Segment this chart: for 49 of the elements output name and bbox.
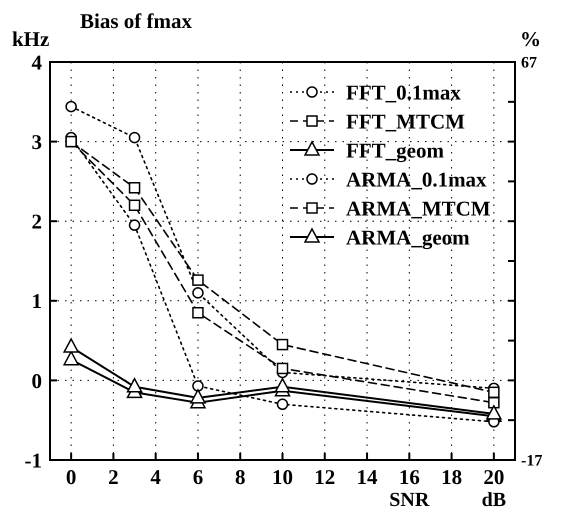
point xyxy=(128,219,140,231)
point xyxy=(192,306,204,318)
x-tick-label: 12 xyxy=(314,465,336,489)
y-tick-label: 4 xyxy=(32,50,42,74)
text: dB xyxy=(482,489,506,511)
point xyxy=(63,350,79,366)
x-tick-label: 0 xyxy=(66,465,76,489)
x-tick-label: 8 xyxy=(234,465,246,489)
y-tick-label: 0 xyxy=(32,368,42,393)
point xyxy=(128,132,140,144)
point xyxy=(190,389,206,404)
point xyxy=(488,386,500,398)
point xyxy=(276,338,288,350)
x-tick-label: 10 xyxy=(272,465,293,489)
point xyxy=(128,182,140,194)
point xyxy=(126,378,142,393)
y-axis-title: kHz xyxy=(12,27,50,51)
point xyxy=(276,398,288,410)
x-tick-label: 14 xyxy=(356,465,378,489)
legend-label: FFT_geom xyxy=(346,138,444,162)
legend-label: ARMA_MTCM xyxy=(346,196,491,220)
x-tick-label: 2 xyxy=(108,465,119,489)
x-axis-title: SNR xyxy=(389,489,430,511)
point xyxy=(488,396,500,408)
x-tick-label: 16 xyxy=(398,465,420,489)
legend-label: FFT_MTCM xyxy=(346,109,466,134)
legend-label: ARMA_0.1max xyxy=(346,167,488,192)
point xyxy=(276,362,288,374)
point xyxy=(192,274,204,286)
y-tick-label: 2 xyxy=(32,210,42,234)
point xyxy=(65,100,77,112)
y2-axis-title: % xyxy=(520,27,541,51)
x-tick-label: 4 xyxy=(150,465,162,489)
x-tick-label: 20 xyxy=(483,465,504,489)
point xyxy=(128,200,140,212)
y2-tick-label: 67 xyxy=(521,54,537,72)
y2-tick-label: -17 xyxy=(521,452,542,470)
legend-label: FFT_0.1max xyxy=(346,80,462,104)
legend-label: ARMA_geom xyxy=(346,225,470,250)
point xyxy=(274,378,290,393)
point xyxy=(192,287,204,299)
y-tick-label: 3 xyxy=(32,130,42,154)
x-tick-label: 18 xyxy=(441,465,462,489)
y-tick-label: -1 xyxy=(24,448,42,472)
chart-title: Bias of fmax xyxy=(80,9,192,33)
point xyxy=(192,380,204,392)
x-tick-label: 6 xyxy=(192,465,204,489)
point xyxy=(63,338,79,353)
y-tick-label: 1 xyxy=(32,289,42,314)
